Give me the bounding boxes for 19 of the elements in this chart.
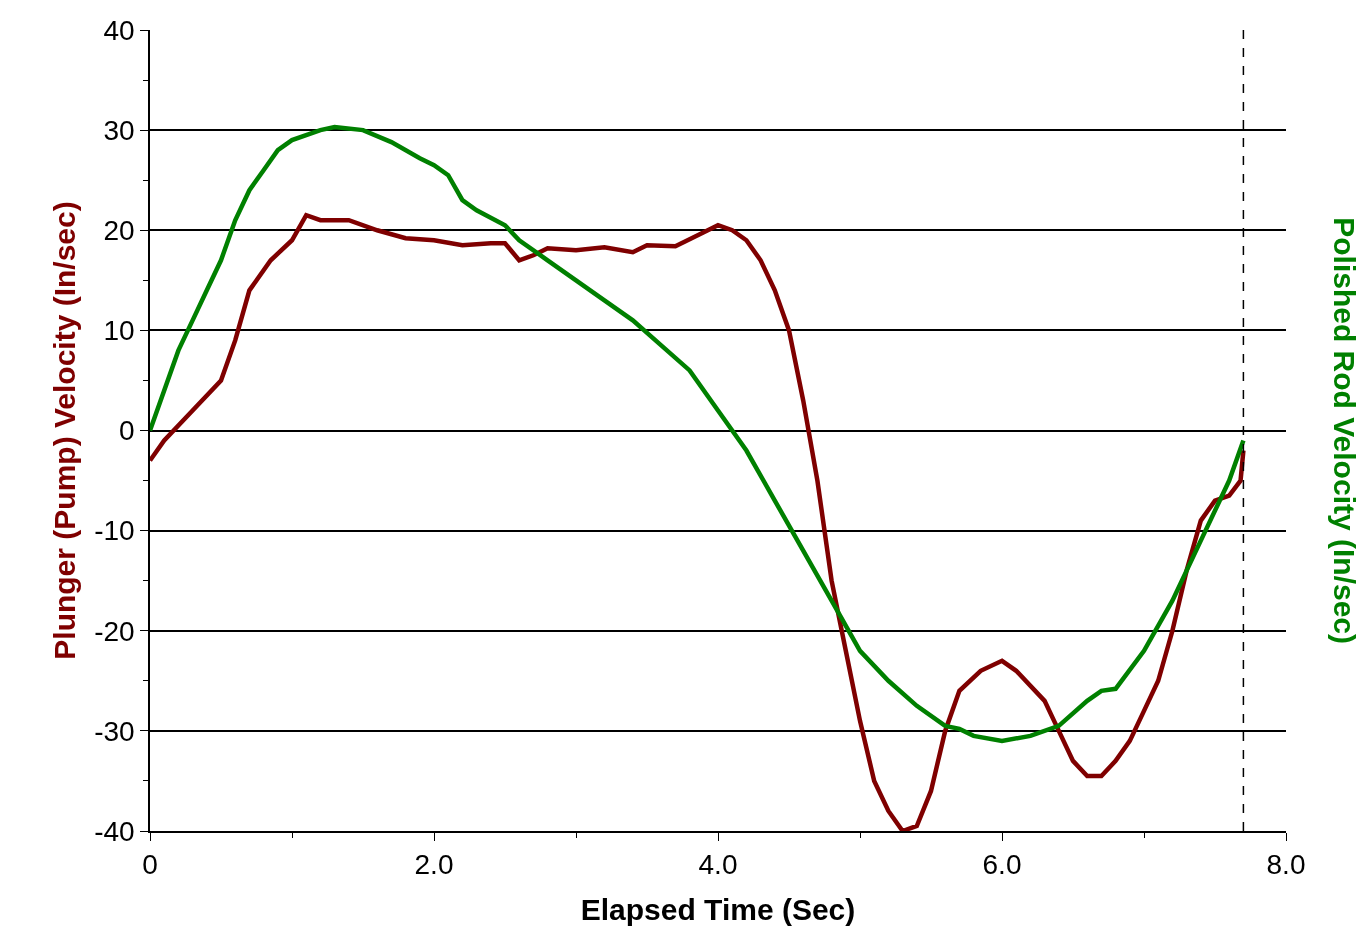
x-tick-label: 0: [142, 849, 158, 881]
x-axis-title: Elapsed Time (Sec): [580, 893, 856, 927]
x-tick-label: 8.0: [1266, 849, 1306, 881]
y-tick-label: -40: [94, 815, 135, 847]
line-series: [150, 212, 1246, 831]
y-tick-label: 0: [119, 415, 135, 447]
y-axis-title: Plunger (Pump) Velocity (In/sec): [47, 201, 81, 660]
y2-axis-title: Polished Rod Velocity (In/sec): [1327, 217, 1361, 645]
y-tick-label: 40: [103, 14, 135, 46]
y-tick-label: 30: [103, 114, 135, 146]
y-tick-label: 10: [103, 315, 135, 347]
y-tick-label: -20: [94, 615, 135, 647]
line-series: [150, 124, 1246, 744]
x-tick-label: 2.0: [414, 849, 454, 881]
y-tick-label: -30: [94, 715, 135, 747]
x-tick-label: 4.0: [698, 849, 738, 881]
y-tick-label: -10: [94, 515, 135, 547]
y-tick-label: 20: [103, 215, 135, 247]
x-tick-label: 6.0: [982, 849, 1022, 881]
